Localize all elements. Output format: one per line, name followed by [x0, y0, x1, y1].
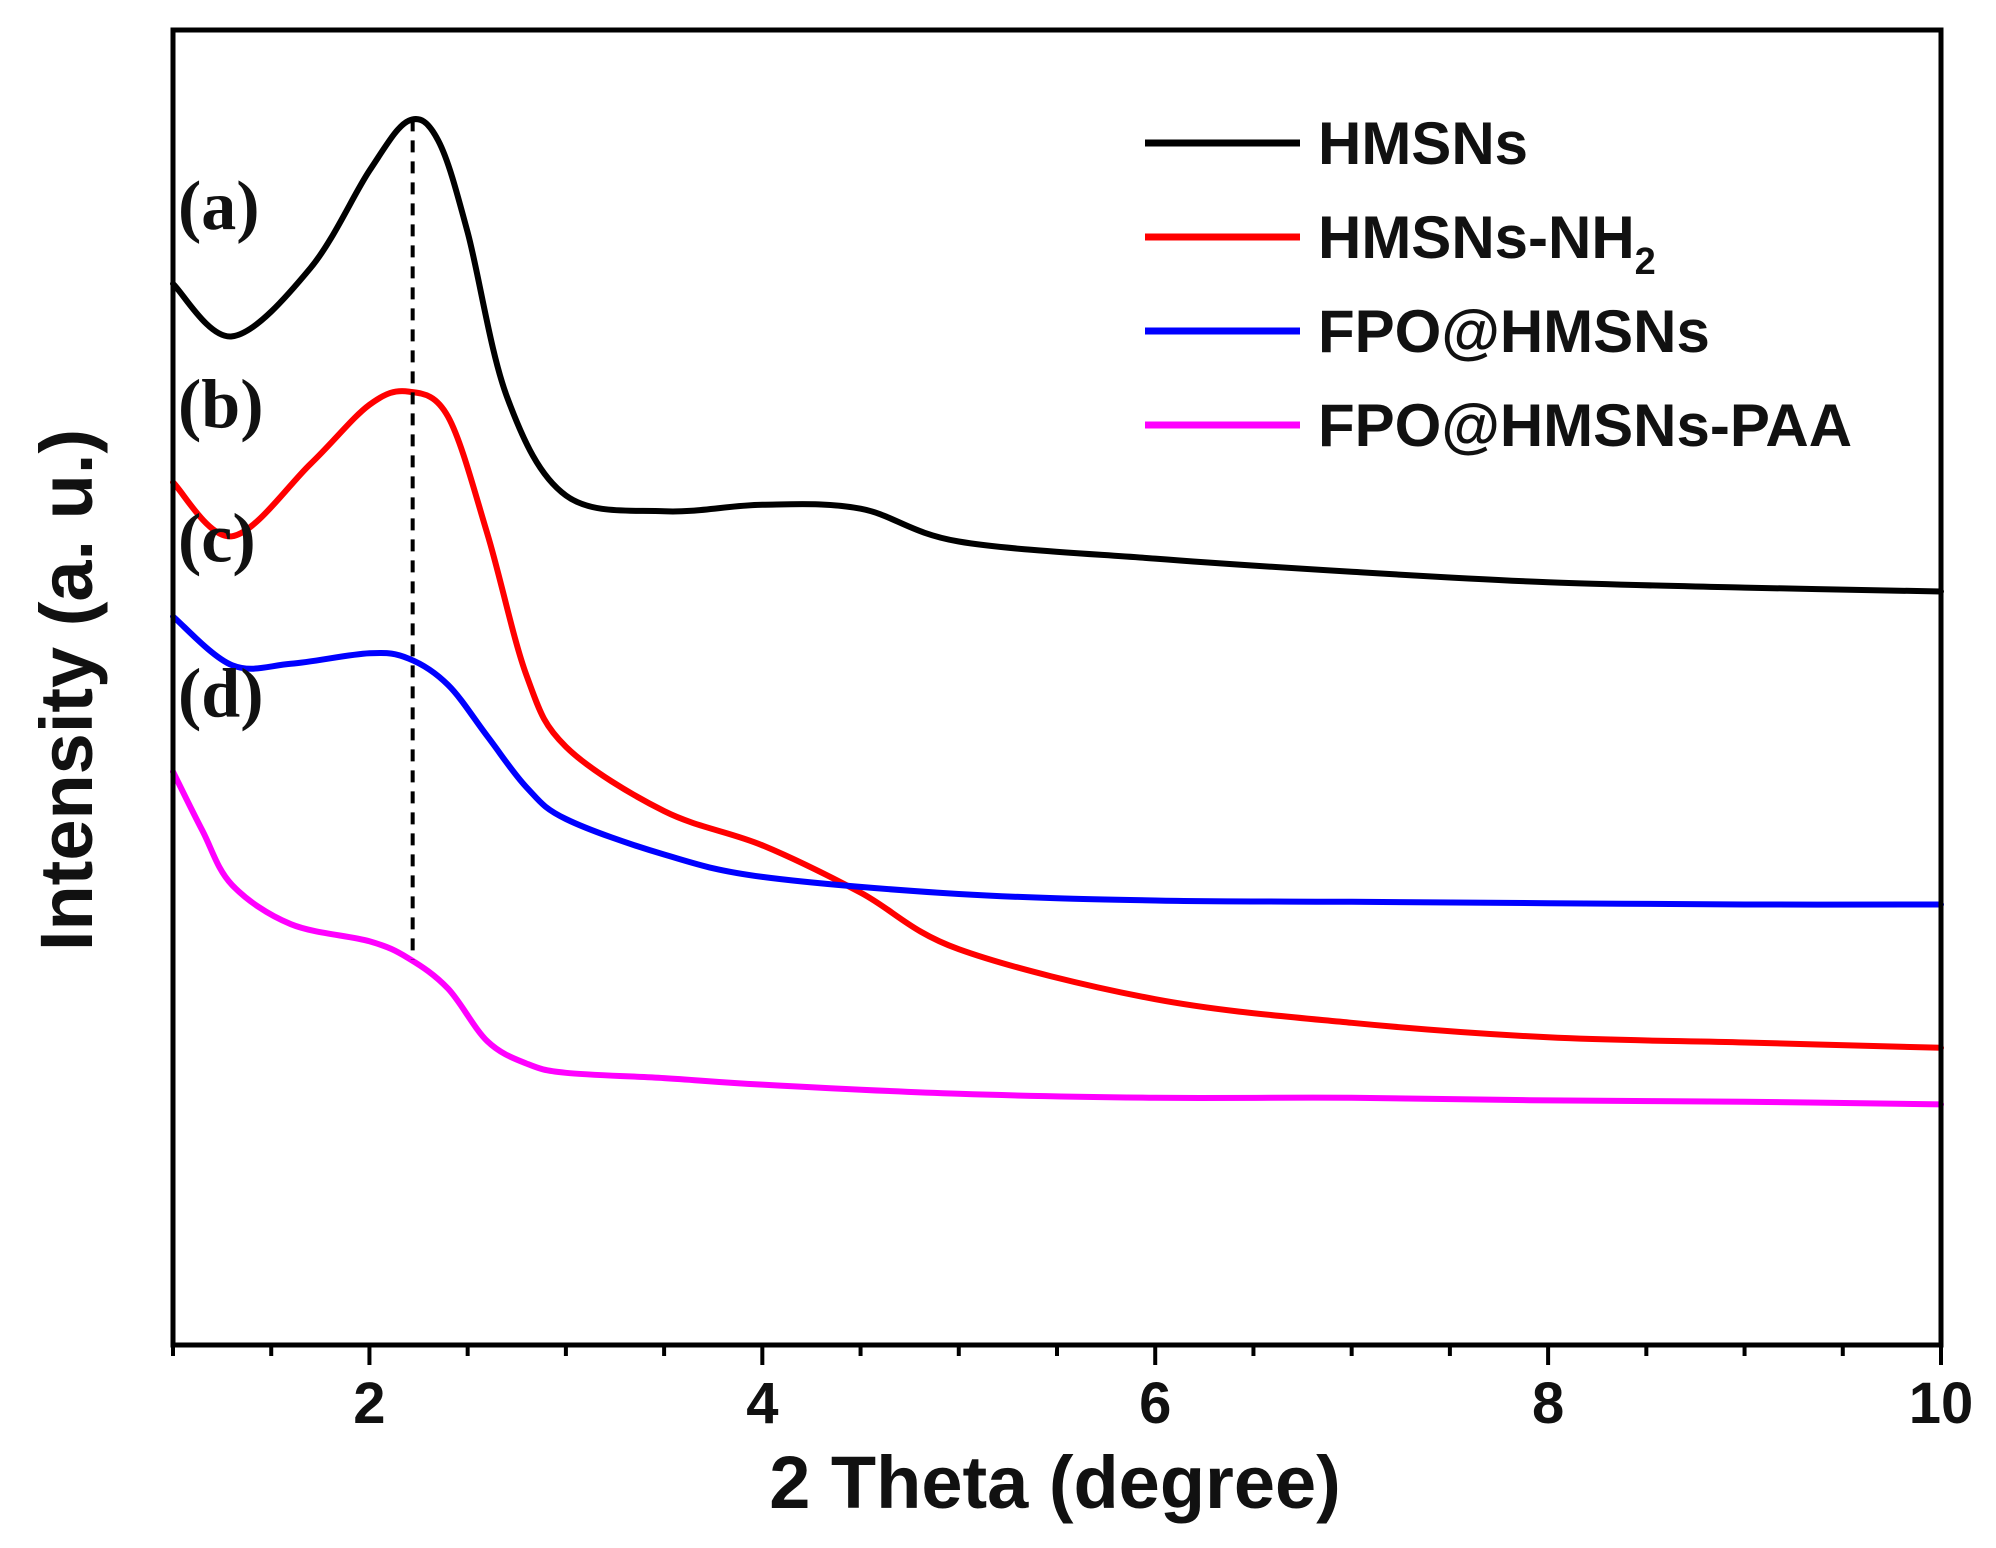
- series-line-3: [170, 613, 1944, 908]
- x-ticks: 2 4 6 8 10: [171, 1345, 1974, 1436]
- series-line-2: [170, 388, 1944, 1051]
- x-tick-label: 4: [746, 1371, 778, 1436]
- legend-label-1: HMSNs: [1318, 110, 1528, 177]
- x-tick-label: 10: [1909, 1371, 1974, 1436]
- panel-label-4: (d): [178, 656, 264, 733]
- series-line-4: [170, 768, 1944, 1108]
- plot-frame: [170, 27, 1944, 1348]
- panel-label-3: (c): [178, 500, 256, 577]
- x-tick-label: 8: [1532, 1371, 1564, 1436]
- series-lines: [170, 116, 1944, 1108]
- legend-label-4: FPO@HMSNs-PAA: [1318, 392, 1852, 459]
- legend-label-2: HMSNs-NH2: [1318, 204, 1656, 283]
- panel-labels: (a) (b) (c) (d): [178, 168, 264, 733]
- legend-label-3: FPO@HMSNs: [1318, 298, 1710, 365]
- y-axis-title: Intensity (a. u.): [25, 429, 108, 951]
- panel-label-2: (b): [178, 366, 264, 443]
- x-tick-label: 6: [1139, 1371, 1171, 1436]
- panel-label-1: (a): [178, 168, 260, 245]
- x-axis-title: 2 Theta (degree): [769, 1441, 1341, 1524]
- x-tick-label: 2: [353, 1371, 385, 1436]
- legend: HMSNs HMSNs-NH2 FPO@HMSNs FPO@HMSNs-PAA: [1145, 110, 1852, 459]
- series-line-1: [170, 116, 1944, 595]
